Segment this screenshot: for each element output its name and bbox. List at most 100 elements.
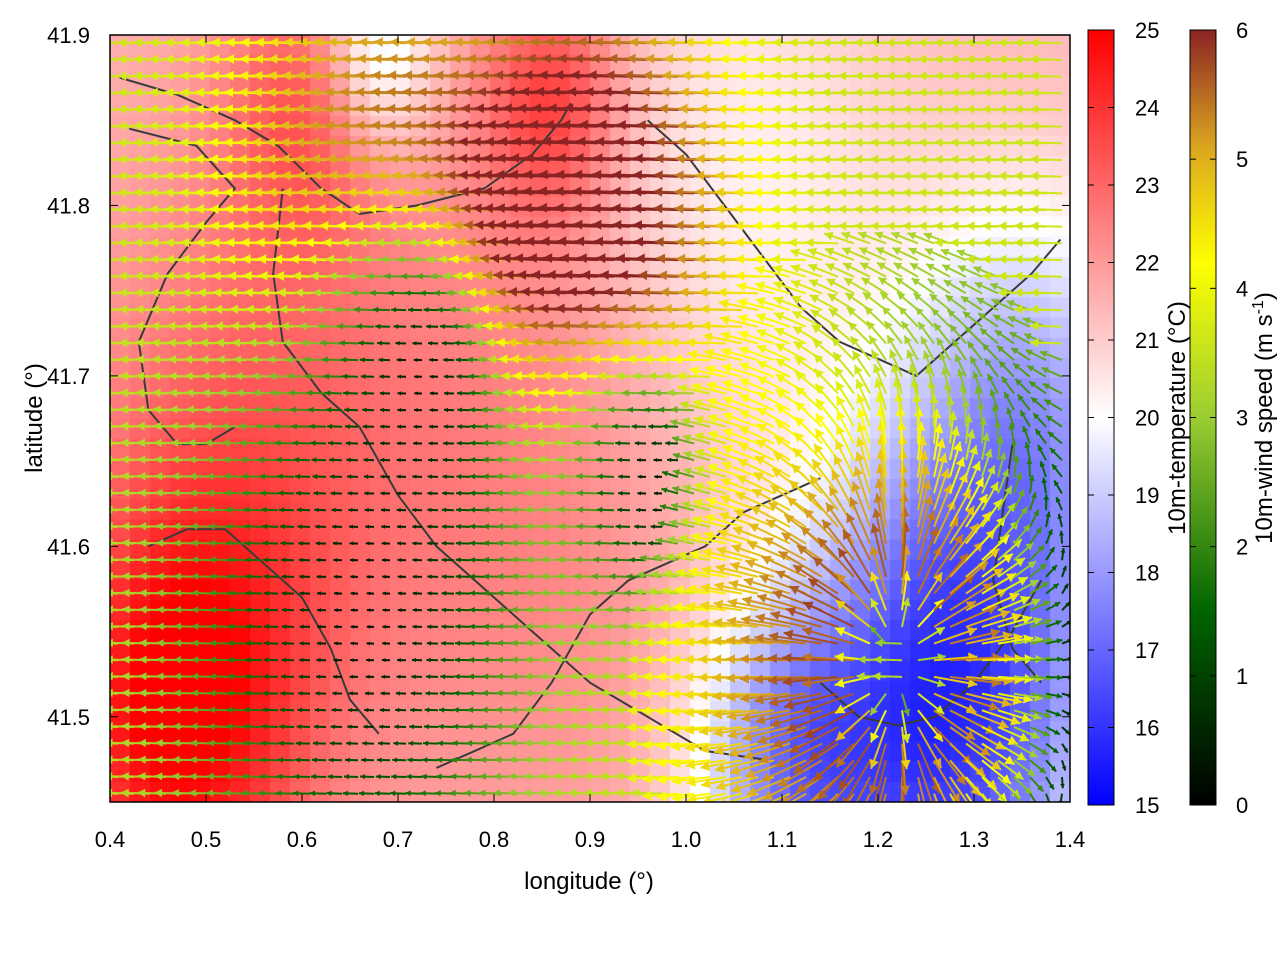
heatmap-cell <box>190 357 211 379</box>
heatmap-cell <box>1050 579 1070 601</box>
heatmap-cell <box>590 418 611 440</box>
heatmap-cell <box>110 236 131 258</box>
heatmap-cell <box>310 317 331 339</box>
heatmap-cell <box>330 357 351 379</box>
heatmap-cell <box>170 721 191 743</box>
heatmap-cell <box>410 479 431 500</box>
heatmap-cell <box>910 620 931 642</box>
heatmap-cell <box>330 701 351 722</box>
heatmap-cell <box>150 741 171 763</box>
heatmap-cell <box>430 479 451 500</box>
heatmap-cell <box>490 741 511 763</box>
heatmap-cell <box>950 196 971 218</box>
heatmap-cell <box>190 781 211 802</box>
heatmap-cell <box>1050 257 1070 278</box>
heatmap-cell <box>890 499 911 521</box>
heatmap-cell <box>310 95 331 117</box>
heatmap-cell <box>110 579 131 601</box>
heatmap-cell <box>290 519 311 541</box>
heatmap-cell <box>350 640 371 662</box>
heatmap-cell <box>650 680 671 702</box>
heatmap-cell <box>350 680 371 702</box>
heatmap-cell <box>450 539 471 561</box>
heatmap-cell <box>870 35 891 56</box>
heatmap-cell <box>590 701 611 722</box>
heatmap-cell <box>950 35 971 56</box>
x-tick-label: 0.5 <box>191 827 222 852</box>
heatmap-cell <box>610 357 631 379</box>
heatmap-cell <box>350 479 371 500</box>
heatmap-cell <box>510 640 531 662</box>
heatmap-cell <box>430 701 451 722</box>
y-tick-label: 41.6 <box>47 534 90 559</box>
heatmap-cell <box>470 35 491 56</box>
heatmap-cell <box>190 277 211 298</box>
heatmap-cell <box>210 35 231 56</box>
heatmap-cell <box>590 539 611 561</box>
heatmap-cell <box>550 579 571 601</box>
heatmap-cell <box>330 761 351 783</box>
heatmap-cell <box>290 741 311 763</box>
heatmap-cell <box>510 620 531 642</box>
heatmap-cell <box>630 458 651 480</box>
heatmap-cell <box>270 458 291 480</box>
heatmap-cell <box>170 297 191 319</box>
heatmap-cell <box>270 721 291 743</box>
heatmap-cell <box>370 741 391 763</box>
heatmap-cell <box>450 458 471 480</box>
heatmap-cell <box>390 378 411 399</box>
heatmap-cell <box>910 135 931 157</box>
heatmap-cell <box>790 95 811 117</box>
heatmap-cell <box>430 620 451 642</box>
heatmap-cell <box>450 479 471 500</box>
heatmap-cell <box>230 539 251 561</box>
heatmap-cell <box>210 458 231 480</box>
heatmap-cell <box>890 479 911 500</box>
heatmap-cell <box>310 539 331 561</box>
heatmap-cell <box>150 479 171 500</box>
heatmap-cell <box>1050 135 1070 157</box>
heatmap-cell <box>230 741 251 763</box>
heatmap-cell <box>610 156 631 177</box>
heatmap-cell <box>950 559 971 581</box>
heatmap-cell <box>230 438 251 460</box>
colorbar-tick-label: 23 <box>1135 173 1159 198</box>
heatmap-cell <box>190 75 211 97</box>
heatmap-cell <box>190 479 211 500</box>
heatmap-cell <box>570 660 591 682</box>
wind-vector-field <box>110 36 1070 802</box>
heatmap-cell <box>510 519 531 541</box>
heatmap-cell <box>450 579 471 601</box>
heatmap-cell <box>150 317 171 339</box>
colorbar-tick-label: 22 <box>1135 251 1159 276</box>
heatmap-cell <box>470 418 491 440</box>
heatmap-cell <box>230 337 251 359</box>
heatmap-cell <box>490 156 511 177</box>
heatmap-cell <box>430 600 451 621</box>
heatmap-cell <box>1030 95 1051 117</box>
heatmap-cell <box>670 357 691 379</box>
heatmap-cell <box>230 680 251 702</box>
heatmap-cell <box>190 620 211 642</box>
heatmap-cell <box>350 499 371 521</box>
heatmap-cell <box>790 357 811 379</box>
heatmap-cell <box>410 721 431 743</box>
wind-arrow <box>209 673 231 680</box>
heatmap-cell <box>310 721 331 743</box>
heatmap-cell <box>610 539 631 561</box>
heatmap-cell <box>570 277 591 298</box>
heatmap-cell <box>430 660 451 682</box>
heatmap-cell <box>830 196 851 218</box>
coastline-contour <box>646 119 1062 378</box>
wind-arrow <box>209 573 231 580</box>
heatmap-cell <box>310 479 331 500</box>
temperature-heatmap <box>110 35 1070 802</box>
heatmap-cell <box>1050 277 1070 298</box>
heatmap-cell <box>410 741 431 763</box>
heatmap-cell <box>290 196 311 218</box>
heatmap-cell <box>870 660 891 682</box>
heatmap-cell <box>570 539 591 561</box>
wind-arrow <box>227 656 247 663</box>
heatmap-cell <box>430 519 451 541</box>
heatmap-cell <box>150 357 171 379</box>
